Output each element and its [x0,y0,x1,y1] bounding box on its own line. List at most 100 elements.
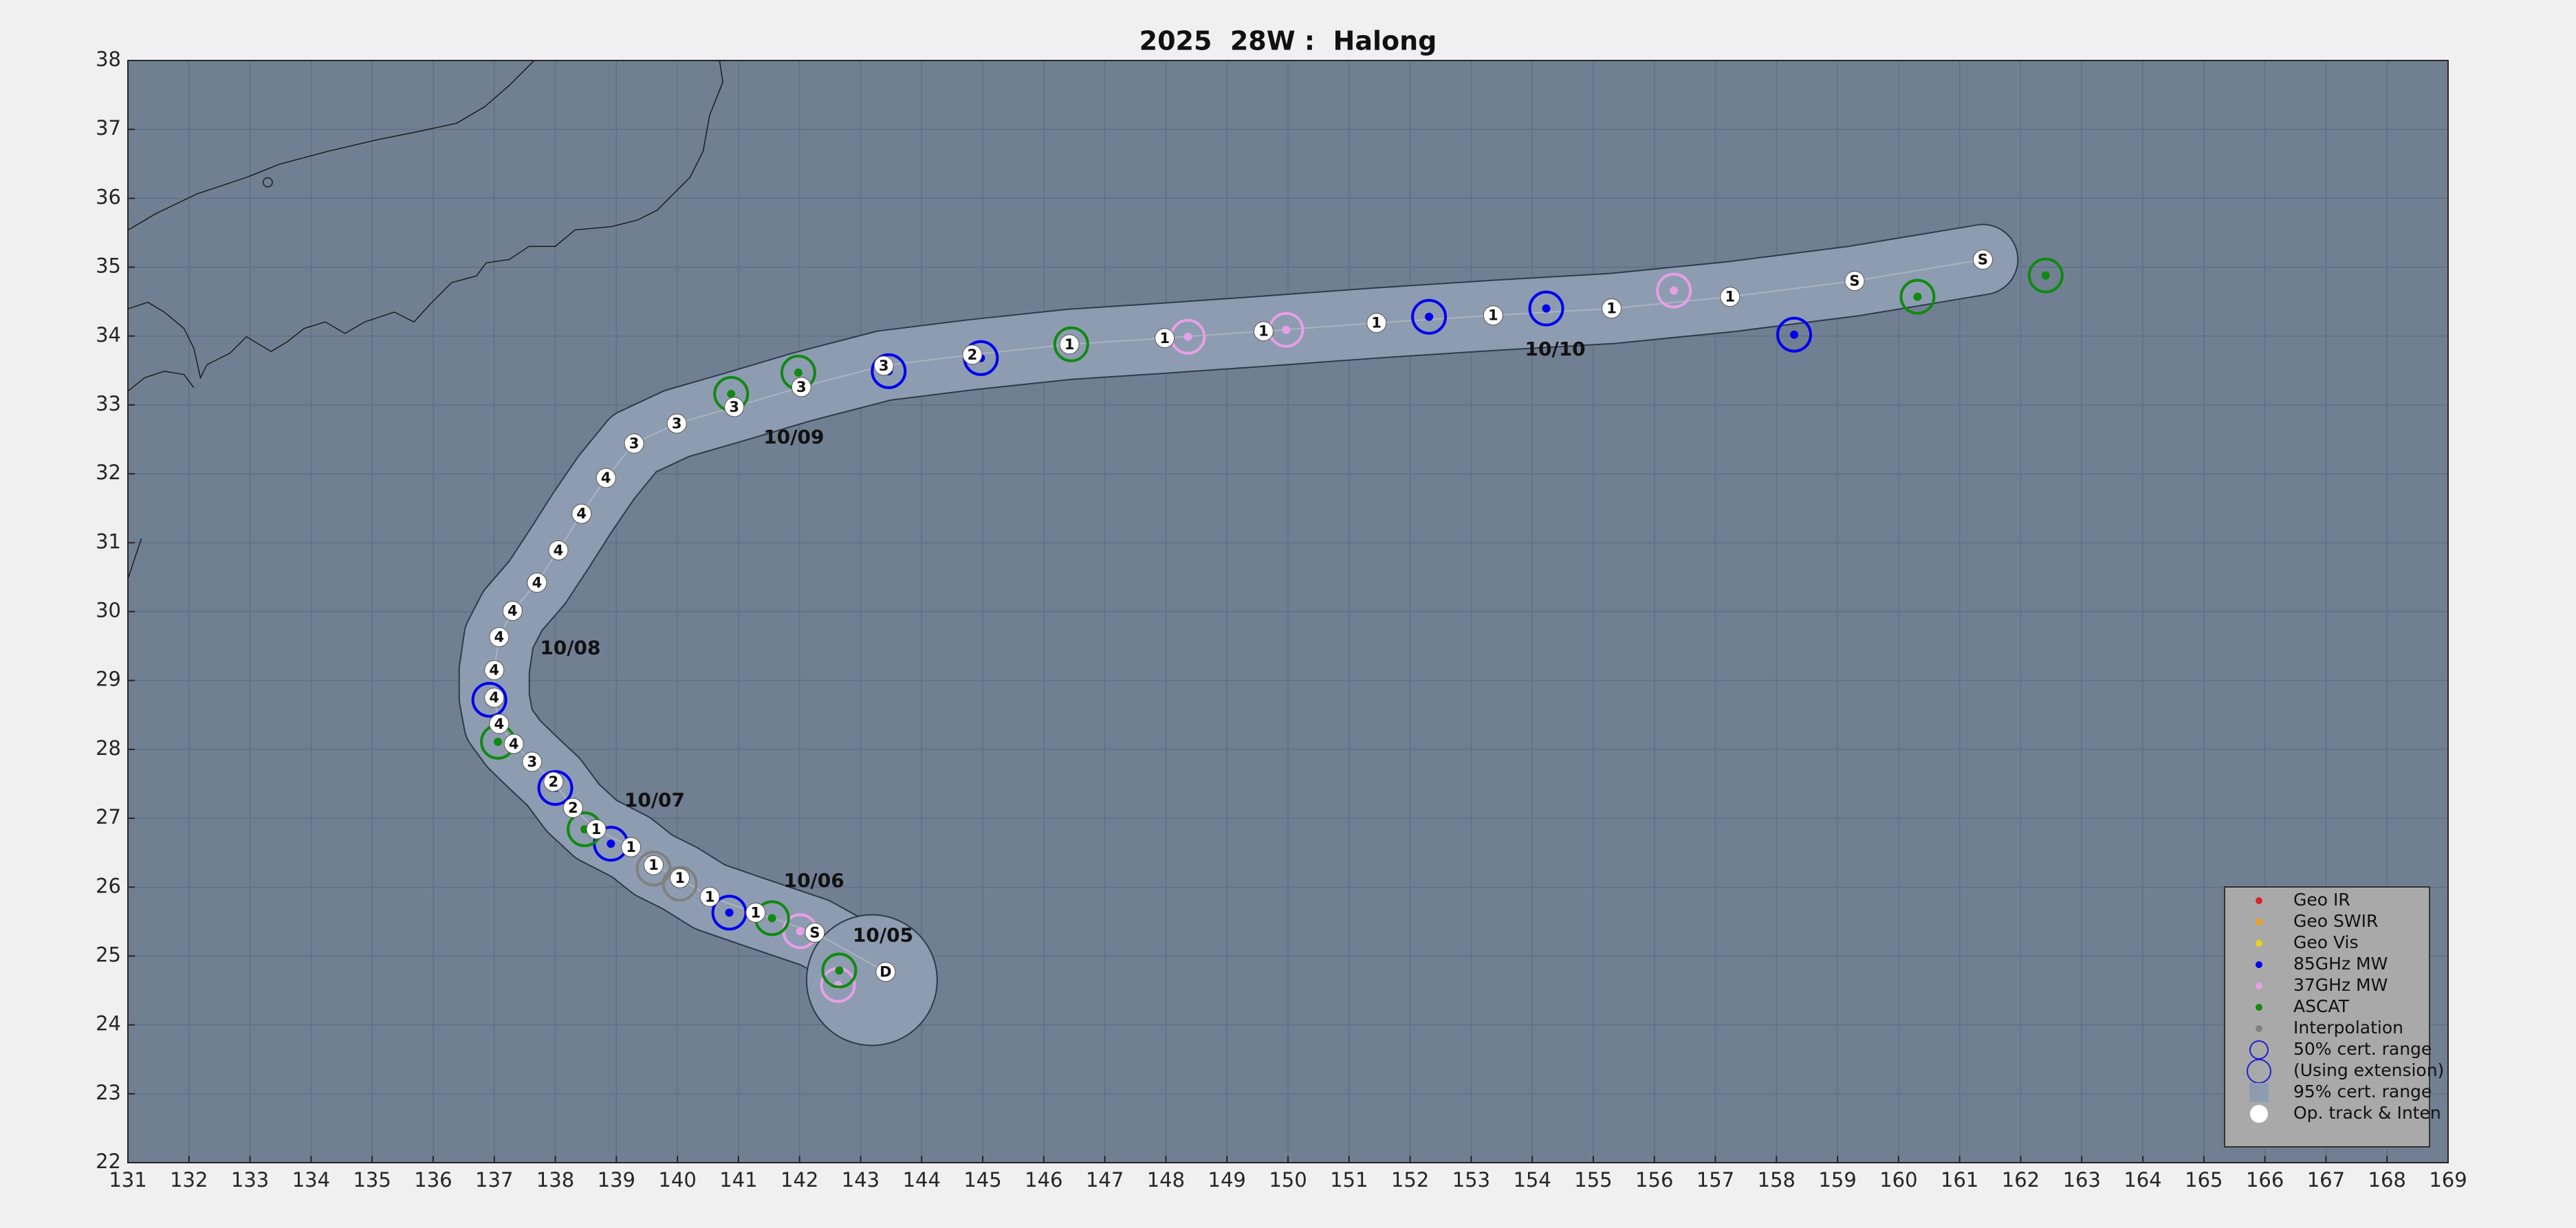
x-tick-label: 131 [109,1168,146,1192]
track-point [586,819,607,840]
x-tick-label: 147 [1086,1168,1124,1192]
legend-swatch [2256,961,2262,968]
x-tick-label: 136 [414,1168,452,1192]
track-point [1844,271,1865,292]
intensity-label: 1 [1488,307,1498,324]
legend-swatch [2256,1025,2262,1032]
fix-cert-ring [1899,278,1936,315]
intensity-label: 4 [489,690,499,706]
fix-cert-ring [635,851,672,887]
legend-swatch [2256,1004,2262,1011]
y-tick-label: 38 [96,47,121,71]
x-tick-label: 134 [292,1168,330,1192]
track-point [1720,287,1740,307]
x-tick-label: 159 [1818,1168,1856,1192]
date-label: 10/08 [540,637,600,659]
track-point [724,397,745,417]
fix-point [1670,286,1679,295]
legend-label: 37GHz MW [2293,975,2388,995]
intensity-label: 4 [532,574,543,591]
fix-point [1282,325,1291,334]
x-tick-label: 154 [1513,1168,1551,1192]
track-point [670,868,690,888]
intensity-label: 4 [489,662,499,679]
x-tick-label: 146 [1025,1168,1062,1192]
fix-point [835,966,844,975]
x-tick-label: 139 [598,1168,635,1192]
track-point [489,627,510,648]
track-point [489,714,510,734]
x-tick-label: 158 [1758,1168,1795,1192]
x-tick-label: 164 [2124,1168,2161,1192]
x-tick-label: 142 [781,1168,818,1192]
fix-point [2041,271,2050,280]
x-tick-label: 161 [1941,1168,1978,1192]
track-point [548,540,569,560]
x-tick-label: 151 [1330,1168,1368,1192]
x-tick-label: 137 [475,1168,513,1192]
fix-cert-ring [537,769,574,806]
fix-point [727,389,736,398]
fix-point [796,927,805,936]
track-point [791,377,811,397]
x-tick-label: 144 [903,1168,941,1192]
intensity-label: 4 [507,602,518,619]
date-label: 10/09 [763,426,824,448]
legend-swatch [2250,1105,2268,1123]
y-tick-label: 33 [96,392,121,415]
x-tick-label: 157 [1696,1168,1734,1192]
track-point [873,355,894,376]
intensity-label: 4 [576,505,587,522]
fix-point [767,914,776,923]
date-label: 10/10 [1525,338,1586,360]
fix-point [1542,304,1551,313]
fix-cert-ring [1656,272,1692,309]
y-tick-label: 26 [96,874,121,897]
x-tick-label: 153 [1452,1168,1490,1192]
legend-label: 85GHz MW [2293,954,2388,974]
track-point [596,468,616,488]
chart-title: 2025 28W : Halong [1139,26,1437,56]
y-tick-label: 30 [96,599,121,622]
track-point [1483,305,1503,326]
track-point [1059,334,1080,355]
cert-envelope-start [805,914,938,1046]
legend-swatch [2256,983,2262,989]
x-tick-label: 140 [658,1168,696,1192]
intensity-label: 2 [568,800,578,816]
intensity-label: 4 [554,542,564,558]
legend-label: ASCAT [2293,996,2350,1016]
track-point [621,837,642,857]
y-tick-label: 37 [96,116,121,140]
coastline [127,60,723,579]
fix-point [794,368,803,377]
intensity-label: 1 [1371,315,1382,331]
track-point [624,433,644,454]
fix-cert-ring [1053,326,1089,362]
x-tick-label: 145 [963,1168,1001,1192]
x-tick-label: 168 [2368,1168,2406,1192]
intensity-label: 1 [705,888,715,905]
x-tick-label: 141 [719,1168,757,1192]
legend-swatch [2256,940,2262,947]
fix-cert-ring [1528,290,1564,327]
fix-point [1790,330,1799,339]
track-point [1602,298,1622,319]
intensity-label: 3 [879,358,889,374]
y-tick-label: 31 [96,529,121,553]
track-point [571,503,592,524]
x-tick-label: 155 [1574,1168,1612,1192]
y-tick-label: 24 [96,1012,121,1035]
intensity-label: S [809,924,820,941]
intensity-label: 1 [648,857,659,873]
fix-cert-ring [662,866,698,902]
track-point [805,922,825,943]
x-tick-label: 162 [2002,1168,2040,1192]
intensity-label: 4 [494,629,505,646]
track-point [543,771,564,792]
y-tick-label: 29 [96,668,121,691]
intensity-label: 4 [494,716,505,732]
date-label: 10/06 [784,869,844,892]
track-point [484,688,505,708]
